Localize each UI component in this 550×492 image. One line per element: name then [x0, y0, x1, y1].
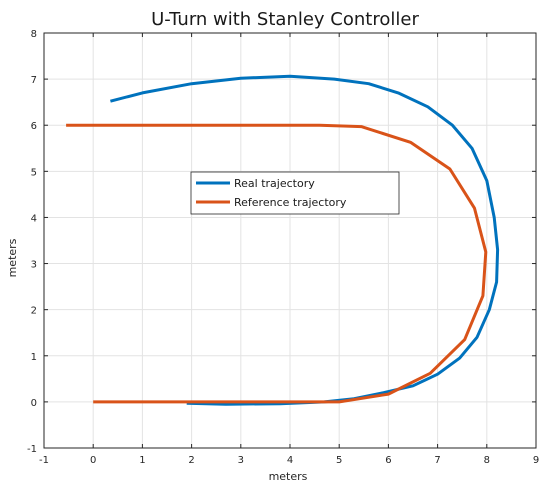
y-axis-label: meters	[6, 238, 19, 277]
reference-trajectory-line	[66, 123, 488, 404]
legend: Real trajectory Reference trajectory	[190, 171, 400, 215]
x-tick-label: 4	[287, 455, 293, 466]
x-tick-label: 7	[434, 455, 440, 466]
x-tick-label: 2	[188, 455, 194, 466]
legend-box	[190, 171, 400, 215]
y-tick-label: 4	[31, 213, 37, 224]
y-tick-label: 1	[31, 352, 37, 363]
y-tick-label: 0	[31, 398, 37, 409]
y-tick-label: 6	[31, 121, 37, 132]
x-tick-label: 3	[238, 455, 244, 466]
y-tick-label: 8	[31, 29, 37, 40]
y-tick-label: 7	[31, 75, 37, 86]
series	[66, 74, 500, 406]
axis-ticks: -1 0 1 2 3 4 5 6 7 8 9 -1 0 1 2 3 4 5 6 7 8	[27, 29, 539, 466]
x-tick-label: -1	[39, 455, 49, 466]
x-tick-label: 9	[533, 455, 539, 466]
x-tick-label: 1	[139, 455, 145, 466]
y-tick-label: 2	[31, 306, 37, 317]
x-tick-label: 0	[90, 455, 96, 466]
legend-label-real-trajectory: Real trajectory	[234, 177, 315, 190]
y-tick-label: -1	[27, 444, 37, 455]
y-tick-label: 5	[31, 167, 37, 178]
chart-title: U-Turn with Stanley Controller	[151, 9, 419, 30]
x-tick-label: 5	[336, 455, 342, 466]
y-tick-label: 3	[31, 260, 37, 271]
x-tick-label: 8	[484, 455, 490, 466]
x-tick-label: 6	[385, 455, 391, 466]
x-axis-label: meters	[269, 470, 308, 483]
legend-label-reference-trajectory: Reference trajectory	[234, 196, 347, 209]
